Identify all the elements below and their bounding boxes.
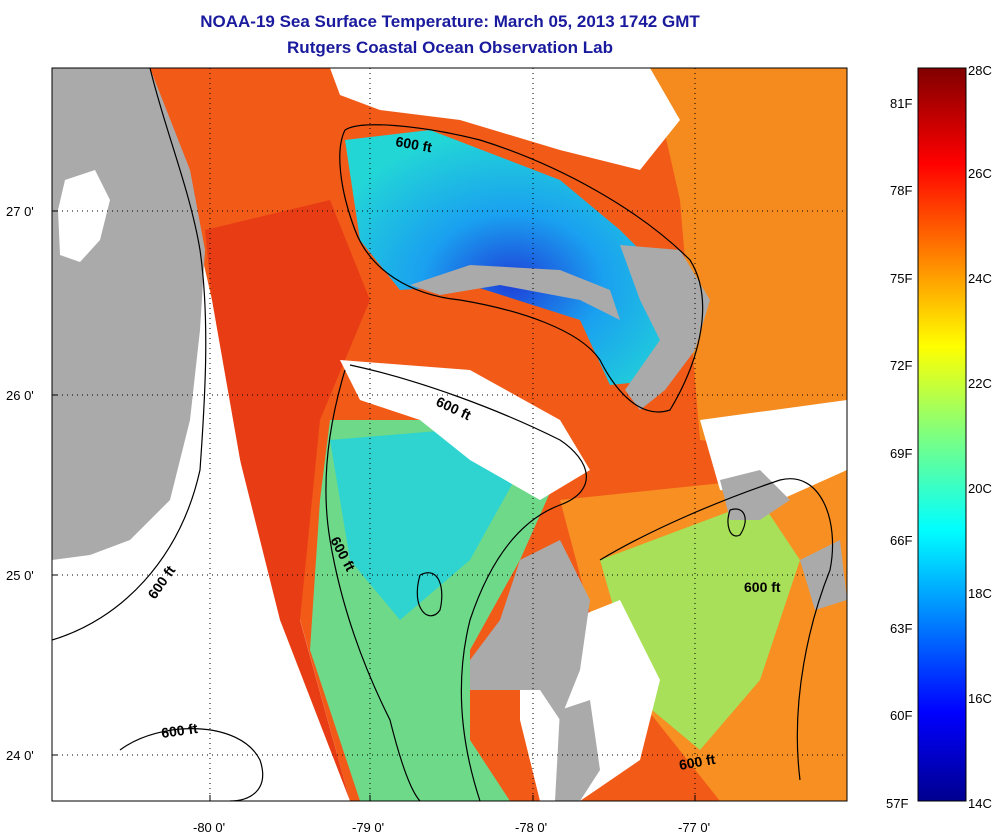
swath-gap (52, 300, 350, 801)
celsius-label: 14C (968, 796, 992, 811)
fahrenheit-label: 75F (890, 271, 912, 286)
contour-label: 600 ft (394, 133, 433, 155)
celsius-label: 28C (968, 63, 992, 78)
celsius-label: 22C (968, 376, 992, 391)
cloud-patch-north (330, 68, 680, 170)
fahrenheit-label: 72F (890, 358, 912, 373)
isobath-florida (52, 68, 207, 641)
contour-label: 600 ft (160, 720, 199, 741)
isobath-east (599, 478, 834, 781)
fahrenheit-label: 63F (890, 621, 912, 636)
celsius-labels: 28C 26C 24C 22C 20C 18C 16C 14C (968, 63, 992, 811)
fahrenheit-label: 66F (890, 533, 912, 548)
orange-region-east (650, 68, 847, 460)
cloud-patch-east (700, 400, 847, 500)
fahrenheit-label: 78F (890, 183, 912, 198)
celsius-label: 20C (968, 481, 992, 496)
cat-island (800, 540, 847, 610)
fahrenheit-label: 60F (890, 708, 912, 723)
celsius-label: 24C (968, 271, 992, 286)
map-subtitle: Rutgers Coastal Ocean Observation Lab (287, 38, 613, 57)
lat-tick-label: 25 0' (6, 568, 34, 583)
isobath-south (119, 728, 264, 801)
fahrenheit-label: 69F (890, 446, 912, 461)
fahrenheit-label: 81F (890, 96, 912, 111)
andros-island (470, 540, 590, 720)
celsius-label: 16C (968, 691, 992, 706)
map-title: NOAA-19 Sea Surface Temperature: March 0… (200, 12, 700, 31)
lon-tick-label: -79 0' (352, 820, 384, 835)
lat-lon-grid (52, 68, 847, 801)
abaco-island (620, 245, 710, 410)
axis-ticks (52, 210, 696, 801)
celsius-label: 18C (968, 586, 992, 601)
fahrenheit-labels: 81F 78F 75F 72F 69F 66F 63F 60F 57F (886, 96, 912, 811)
isobath-central (349, 364, 587, 801)
colorbar-gradient (917, 67, 967, 802)
temperature-colorbar: 28C 26C 24C 22C 20C 18C 16C 14C 81F 78F … (886, 63, 992, 811)
isobath-contours (52, 68, 834, 801)
isobath-little-bahama (339, 124, 704, 413)
grand-bahama-island (410, 265, 620, 320)
lat-tick-label: 27 0' (6, 204, 34, 219)
cyan-shelf-water (330, 430, 520, 620)
isobath-shallow-1 (416, 572, 443, 617)
lon-tick-label: -77 0' (678, 820, 710, 835)
fahrenheit-label: 57F (886, 796, 908, 811)
isobath-shallow-2 (727, 508, 746, 537)
lon-tick-label: -78 0' (515, 820, 547, 835)
contour-label: 600 ft (678, 751, 717, 773)
sst-map: 600 ft 600 ft 600 ft 600 ft 600 ft 600 f… (6, 67, 848, 835)
isobath-great-bahama (325, 369, 421, 801)
lake-okeechobee (58, 170, 110, 262)
gulf-stream-core (205, 200, 370, 801)
celsius-label: 26C (968, 166, 992, 181)
lat-tick-label: 24 0' (6, 748, 34, 763)
lat-tick-label: 26 0' (6, 388, 34, 403)
contour-label: 600 ft (744, 579, 781, 595)
map-frame (51, 67, 848, 802)
lon-tick-label: -80 0' (193, 820, 225, 835)
exuma-islands (555, 700, 600, 801)
little-bahama-bank-water (345, 130, 680, 385)
